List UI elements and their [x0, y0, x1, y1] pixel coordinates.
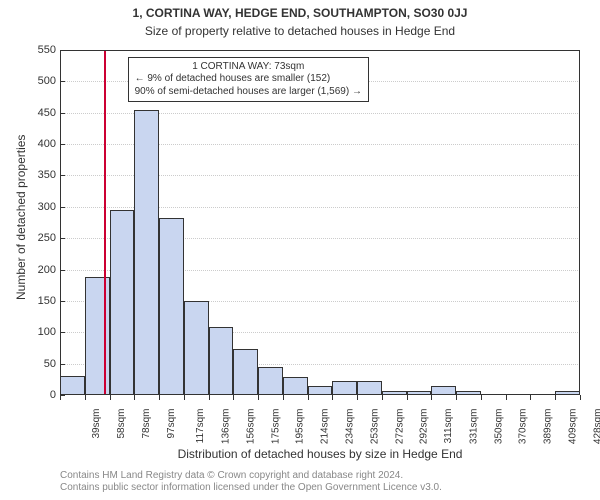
- x-tick-mark: [580, 395, 581, 400]
- x-tick-label: 370sqm: [518, 409, 529, 445]
- x-tick-label: 331sqm: [468, 409, 479, 445]
- x-tick-mark: [159, 395, 160, 400]
- chart-title: 1, CORTINA WAY, HEDGE END, SOUTHAMPTON, …: [0, 6, 600, 20]
- y-tick-mark: [60, 332, 65, 333]
- x-tick-label: 350sqm: [493, 409, 504, 445]
- x-tick-mark: [60, 395, 61, 400]
- x-tick-mark: [407, 395, 408, 400]
- y-tick-mark: [60, 364, 65, 365]
- x-tick-mark: [85, 395, 86, 400]
- x-tick-label: 195sqm: [295, 409, 306, 445]
- x-tick-mark: [530, 395, 531, 400]
- x-tick-mark: [258, 395, 259, 400]
- x-tick-mark: [555, 395, 556, 400]
- x-tick-label: 136sqm: [221, 409, 232, 445]
- x-tick-label: 292sqm: [419, 409, 430, 445]
- x-tick-label: 253sqm: [369, 409, 380, 445]
- y-tick-label: 400: [16, 138, 56, 150]
- x-tick-mark: [308, 395, 309, 400]
- footer-line-1: Contains HM Land Registry data © Crown c…: [60, 470, 442, 482]
- y-tick-mark: [60, 301, 65, 302]
- x-tick-mark: [110, 395, 111, 400]
- chart-container: { "chart": { "type": "histogram", "title…: [0, 0, 600, 500]
- x-tick-mark: [431, 395, 432, 400]
- x-tick-label: 311sqm: [443, 409, 454, 444]
- x-tick-mark: [184, 395, 185, 400]
- y-tick-label: 50: [16, 358, 56, 370]
- plot-area: 1 CORTINA WAY: 73sqm← 9% of detached hou…: [60, 50, 580, 395]
- chart-subtitle: Size of property relative to detached ho…: [0, 24, 600, 38]
- y-tick-label: 100: [16, 326, 56, 338]
- y-tick-mark: [60, 50, 65, 51]
- y-tick-mark: [60, 144, 65, 145]
- x-tick-label: 58sqm: [116, 409, 127, 439]
- x-ticks: 39sqm 58sqm 78sqm 97sqm 117sqm 136sqm 156sqm 17…: [60, 395, 580, 455]
- x-tick-mark: [209, 395, 210, 400]
- x-tick-label: 175sqm: [270, 409, 281, 445]
- x-tick-label: 214sqm: [320, 409, 331, 445]
- y-tick-label: 550: [16, 44, 56, 56]
- x-tick-label: 272sqm: [394, 409, 405, 445]
- y-tick-mark: [60, 113, 65, 114]
- x-tick-label: 409sqm: [567, 409, 578, 445]
- x-tick-mark: [134, 395, 135, 400]
- x-tick-label: 97sqm: [166, 409, 177, 439]
- y-tick-mark: [60, 81, 65, 82]
- y-ticks: 050100150200250300350400450500550: [0, 50, 60, 395]
- x-tick-mark: [233, 395, 234, 400]
- footer-credit: Contains HM Land Registry data © Crown c…: [60, 470, 442, 494]
- y-tick-label: 150: [16, 295, 56, 307]
- x-axis-label: Distribution of detached houses by size …: [60, 447, 580, 461]
- x-tick-mark: [456, 395, 457, 400]
- plot-frame: [60, 50, 580, 395]
- y-tick-label: 350: [16, 169, 56, 181]
- y-tick-mark: [60, 238, 65, 239]
- x-tick-label: 234sqm: [345, 409, 356, 445]
- x-tick-label: 389sqm: [543, 409, 554, 445]
- x-tick-label: 78sqm: [141, 409, 152, 439]
- y-tick-mark: [60, 207, 65, 208]
- y-tick-mark: [60, 175, 65, 176]
- y-tick-label: 450: [16, 107, 56, 119]
- x-tick-mark: [506, 395, 507, 400]
- y-tick-label: 300: [16, 201, 56, 213]
- y-tick-mark: [60, 270, 65, 271]
- y-tick-label: 250: [16, 232, 56, 244]
- footer-line-2: Contains public sector information licen…: [60, 482, 442, 494]
- x-tick-mark: [481, 395, 482, 400]
- y-tick-label: 200: [16, 264, 56, 276]
- x-tick-mark: [357, 395, 358, 400]
- y-tick-label: 500: [16, 75, 56, 87]
- x-tick-label: 428sqm: [592, 409, 600, 445]
- x-tick-label: 117sqm: [195, 409, 206, 444]
- x-tick-mark: [382, 395, 383, 400]
- x-tick-label: 39sqm: [91, 409, 102, 439]
- y-tick-label: 0: [16, 389, 56, 401]
- x-tick-mark: [283, 395, 284, 400]
- x-tick-label: 156sqm: [246, 409, 257, 445]
- x-tick-mark: [332, 395, 333, 400]
